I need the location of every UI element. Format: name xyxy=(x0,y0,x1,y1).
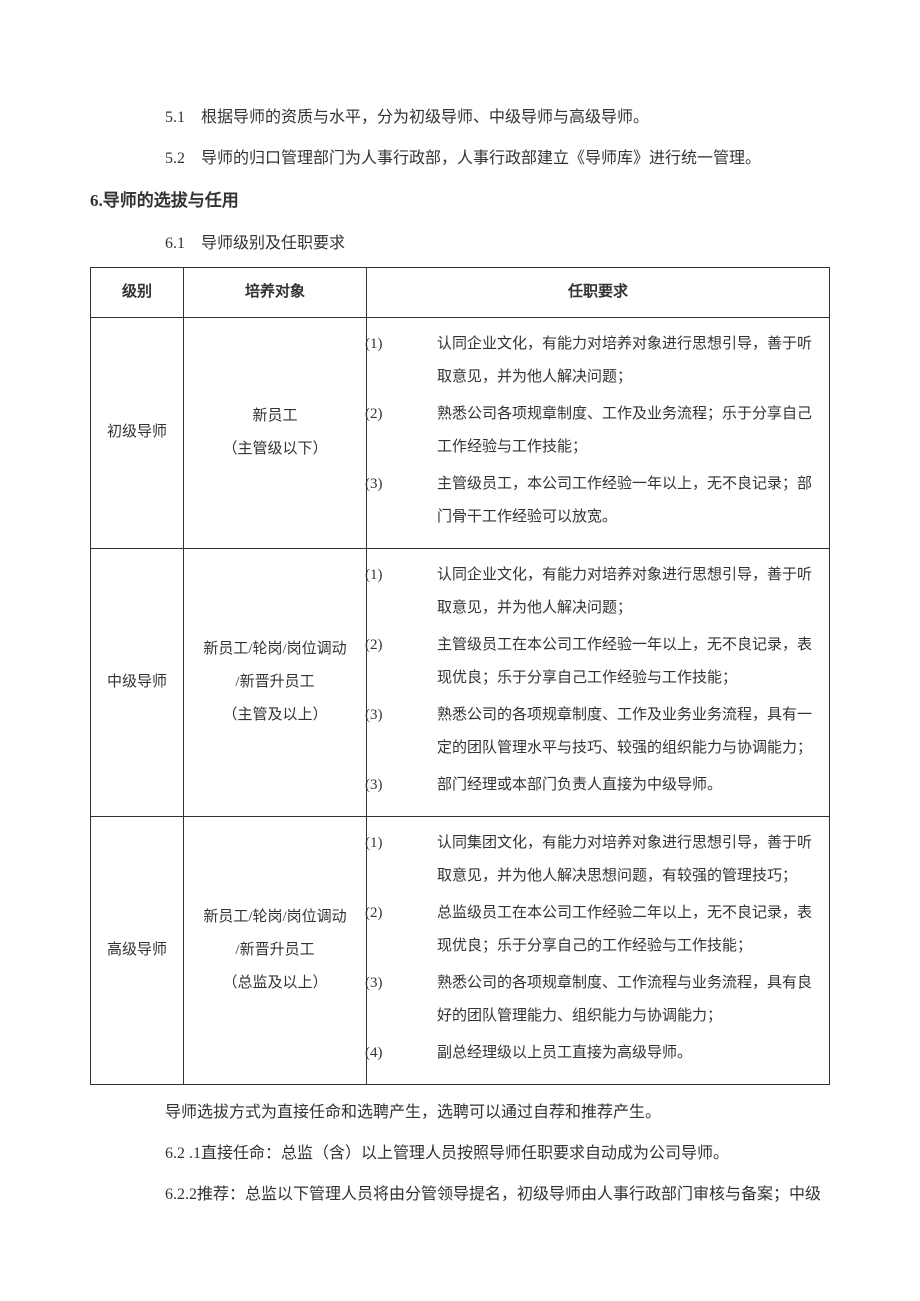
req-item: (1)认同企业文化，有能力对培养对象进行思想引导，善于听取意见，并为他人解决问题… xyxy=(377,328,819,394)
req-text: 总监级员工在本公司工作经验二年以上，无不良记录，表现优良；乐于分享自己的工作经验… xyxy=(437,905,812,954)
req-item: (3)主管级员工，本公司工作经验一年以上，无不良记录；部门骨干工作经验可以放宽。 xyxy=(377,468,819,534)
cell-target: 新员工 （主管级以下） xyxy=(184,317,367,548)
table-row: 高级导师 新员工/轮岗/岗位调动 /新晋升员工 （总监及以上） (1)认同集团文… xyxy=(91,816,830,1084)
cell-target: 新员工/轮岗/岗位调动 /新晋升员工 （主管及以上） xyxy=(184,548,367,816)
req-text: 主管级员工，本公司工作经验一年以上，无不良记录；部门骨干工作经验可以放宽。 xyxy=(437,476,812,525)
req-text: 认同集团文化，有能力对培养对象进行思想引导，善于听取意见，并为他人解决思想问题，… xyxy=(437,835,812,884)
req-num: (1) xyxy=(401,328,437,361)
req-num: (1) xyxy=(401,827,437,860)
table-row: 初级导师 新员工 （主管级以下） (1)认同企业文化，有能力对培养对象进行思想引… xyxy=(91,317,830,548)
cell-requirement: (1)认同集团文化，有能力对培养对象进行思想引导，善于听取意见，并为他人解决思想… xyxy=(367,816,830,1084)
cell-level: 高级导师 xyxy=(91,816,184,1084)
heading-6: 6.导师的选拔与任用 xyxy=(90,182,830,219)
req-text: 部门经理或本部门负责人直接为中级导师。 xyxy=(437,777,722,793)
target-line: 新员工/轮岗/岗位调动 xyxy=(203,909,346,925)
cell-requirement: (1)认同企业文化，有能力对培养对象进行思想引导，善于听取意见，并为他人解决问题… xyxy=(367,548,830,816)
document-page: 5.1 根据导师的资质与水平，分为初级导师、中级导师与高级导师。 5.2 导师的… xyxy=(0,0,920,1299)
paragraph-6-2-2: 6.2.2推荐：总监以下管理人员将由分管领导提名，初级导师由人事行政部门审核与备… xyxy=(90,1177,830,1212)
req-text: 熟悉公司的各项规章制度、工作流程与业务流程，具有良好的团队管理能力、组织能力与协… xyxy=(437,975,812,1024)
target-line: （主管及以上） xyxy=(222,707,327,723)
paragraph-6-1: 6.1 导师级别及任职要求 xyxy=(90,226,830,261)
header-level: 级别 xyxy=(91,267,184,317)
paragraph-5-2: 5.2 导师的归口管理部门为人事行政部，人事行政部建立《导师库》进行统一管理。 xyxy=(90,141,830,176)
table-header-row: 级别 培养对象 任职要求 xyxy=(91,267,830,317)
paragraph-selection-intro: 导师选拔方式为直接任命和选聘产生，选聘可以通过自荐和推荐产生。 xyxy=(90,1095,830,1130)
req-text: 熟悉公司的各项规章制度、工作及业务业务流程，具有一定的团队管理水平与技巧、较强的… xyxy=(437,707,812,756)
table-row: 中级导师 新员工/轮岗/岗位调动 /新晋升员工 （主管及以上） (1)认同企业文… xyxy=(91,548,830,816)
req-num: (2) xyxy=(401,897,437,930)
req-item: (1)认同企业文化，有能力对培养对象进行思想引导，善于听取意见，并为他人解决问题… xyxy=(377,559,819,625)
paragraph-5-1: 5.1 根据导师的资质与水平，分为初级导师、中级导师与高级导师。 xyxy=(90,100,830,135)
req-num: (3) xyxy=(401,468,437,501)
req-num: (2) xyxy=(401,629,437,662)
req-item: (1)认同集团文化，有能力对培养对象进行思想引导，善于听取意见，并为他人解决思想… xyxy=(377,827,819,893)
target-line: （主管级以下） xyxy=(222,441,327,457)
header-target: 培养对象 xyxy=(184,267,367,317)
req-num: (3) xyxy=(401,769,437,802)
req-text: 认同企业文化，有能力对培养对象进行思想引导，善于听取意见，并为他人解决问题； xyxy=(437,336,812,385)
req-text: 副总经理级以上员工直接为高级导师。 xyxy=(437,1045,692,1061)
req-item: (2)总监级员工在本公司工作经验二年以上，无不良记录，表现优良；乐于分享自己的工… xyxy=(377,897,819,963)
mentor-level-table: 级别 培养对象 任职要求 初级导师 新员工 （主管级以下） (1)认同企业文化，… xyxy=(90,267,830,1085)
target-line: 新员工/轮岗/岗位调动 xyxy=(203,641,346,657)
target-line: （总监及以上） xyxy=(222,975,327,991)
target-line: /新晋升员工 xyxy=(235,942,314,958)
req-text: 认同企业文化，有能力对培养对象进行思想引导，善于听取意见，并为他人解决问题； xyxy=(437,567,812,616)
cell-target: 新员工/轮岗/岗位调动 /新晋升员工 （总监及以上） xyxy=(184,816,367,1084)
target-line: /新晋升员工 xyxy=(235,674,314,690)
req-item: (2)熟悉公司各项规章制度、工作及业务流程；乐于分享自己工作经验与工作技能； xyxy=(377,398,819,464)
req-num: (2) xyxy=(401,398,437,431)
cell-level: 中级导师 xyxy=(91,548,184,816)
req-num: (3) xyxy=(401,967,437,1000)
req-text: 熟悉公司各项规章制度、工作及业务流程；乐于分享自己工作经验与工作技能； xyxy=(437,406,812,455)
paragraph-6-2-1: 6.2 .1直接任命：总监（含）以上管理人员按照导师任职要求自动成为公司导师。 xyxy=(90,1136,830,1171)
req-num: (1) xyxy=(401,559,437,592)
header-requirement: 任职要求 xyxy=(367,267,830,317)
req-text: 主管级员工在本公司工作经验一年以上，无不良记录，表现优良；乐于分享自己工作经验与… xyxy=(437,637,812,686)
cell-requirement: (1)认同企业文化，有能力对培养对象进行思想引导，善于听取意见，并为他人解决问题… xyxy=(367,317,830,548)
target-line: 新员工 xyxy=(252,408,297,424)
req-num: (4) xyxy=(401,1037,437,1070)
req-num: (3) xyxy=(401,699,437,732)
req-item: (3)熟悉公司的各项规章制度、工作及业务业务流程，具有一定的团队管理水平与技巧、… xyxy=(377,699,819,765)
req-item: (3)熟悉公司的各项规章制度、工作流程与业务流程，具有良好的团队管理能力、组织能… xyxy=(377,967,819,1033)
req-item: (3)部门经理或本部门负责人直接为中级导师。 xyxy=(377,769,819,802)
req-item: (4)副总经理级以上员工直接为高级导师。 xyxy=(377,1037,819,1070)
cell-level: 初级导师 xyxy=(91,317,184,548)
req-item: (2)主管级员工在本公司工作经验一年以上，无不良记录，表现优良；乐于分享自己工作… xyxy=(377,629,819,695)
